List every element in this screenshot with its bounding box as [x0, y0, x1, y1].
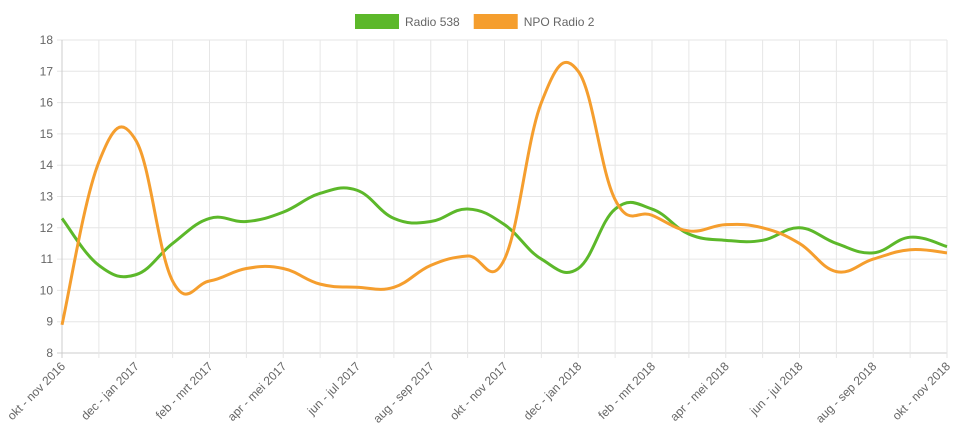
y-tick-label: 18 [40, 33, 54, 47]
x-tick-label: feb - mrt 2017 [153, 359, 216, 422]
y-tick-label: 12 [40, 221, 54, 235]
y-tick-label: 13 [40, 190, 54, 204]
line-series [60, 186, 948, 279]
x-tick-label: okt - nov 2017 [447, 359, 511, 423]
legend-label: NPO Radio 2 [524, 15, 595, 29]
x-tick-label: jun - jul 2017 [304, 359, 363, 418]
x-tick-label: okt - nov 2018 [889, 359, 953, 423]
x-tick-label: jun - jul 2018 [746, 359, 805, 418]
y-tick-label: 16 [40, 96, 54, 110]
y-tick-label: 15 [40, 127, 54, 141]
x-tick-label: aug - sep 2018 [813, 359, 880, 426]
y-tick-label: 14 [40, 158, 54, 172]
legend-swatch [355, 14, 399, 29]
x-tick-label: dec - jan 2017 [78, 359, 142, 423]
y-tick-label: 17 [40, 64, 54, 78]
x-tick-label: apr - mei 2018 [667, 359, 732, 424]
line-series [60, 60, 948, 326]
y-tick-label: 9 [46, 315, 53, 329]
y-tick-label: 8 [46, 346, 53, 360]
x-tick-label: feb - mrt 2018 [595, 359, 658, 422]
x-tick-label: apr - mei 2017 [225, 359, 290, 424]
x-tick-label: aug - sep 2017 [370, 359, 437, 426]
y-tick-label: 10 [40, 283, 54, 297]
y-tick-label: 11 [41, 252, 54, 266]
x-tick-label: okt - nov 2016 [4, 359, 68, 423]
legend-label: Radio 538 [405, 15, 460, 29]
legend-swatch [473, 14, 518, 29]
x-tick-label: dec - jan 2018 [521, 359, 585, 423]
